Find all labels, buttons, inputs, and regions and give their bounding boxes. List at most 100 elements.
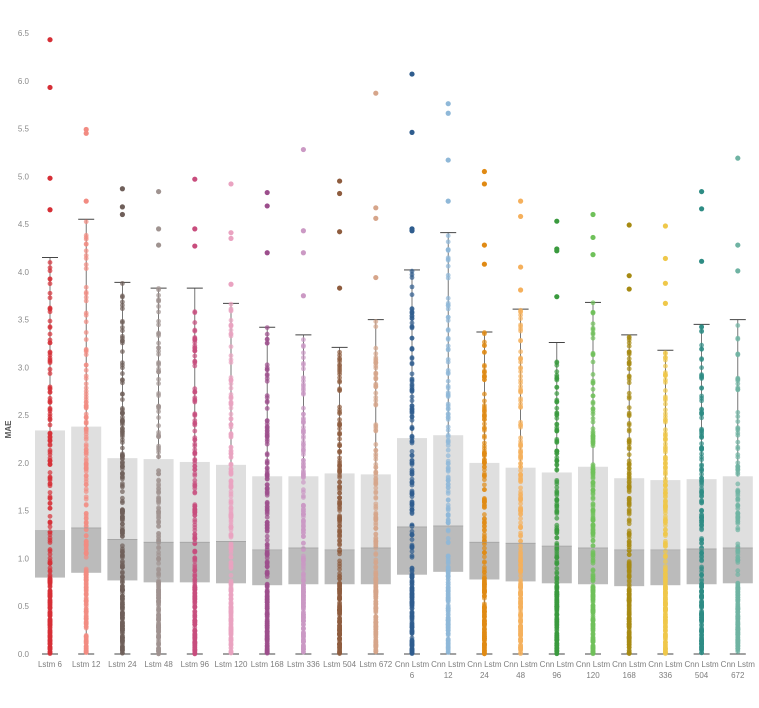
data-point <box>264 465 270 471</box>
data-point <box>47 281 53 287</box>
data-point <box>409 637 415 643</box>
data-point <box>445 574 451 579</box>
data-point <box>47 481 53 487</box>
data-point <box>409 371 415 377</box>
data-point <box>47 349 53 355</box>
data-point <box>228 433 234 439</box>
data-point <box>554 649 560 655</box>
data-point <box>735 336 741 342</box>
data-point <box>156 331 162 337</box>
box-group <box>35 37 65 657</box>
data-point <box>518 506 523 512</box>
data-point <box>663 494 668 500</box>
outlier-point <box>83 198 89 204</box>
data-point <box>337 549 342 554</box>
data-points <box>518 307 523 657</box>
data-point <box>699 644 704 650</box>
data-point <box>590 462 596 468</box>
data-point <box>83 373 89 379</box>
data-point <box>228 327 234 333</box>
data-point <box>735 439 741 445</box>
outlier-point <box>264 250 270 256</box>
data-point <box>554 505 560 511</box>
data-points <box>156 286 162 657</box>
data-point <box>337 352 342 358</box>
data-point <box>192 309 198 315</box>
data-point <box>192 549 198 555</box>
data-point <box>445 558 451 564</box>
data-point <box>373 390 379 396</box>
data-point <box>626 395 632 401</box>
data-point <box>264 589 270 595</box>
data-point <box>626 410 632 416</box>
data-point <box>626 625 632 630</box>
data-point <box>482 520 487 526</box>
data-point <box>301 562 306 568</box>
data-point <box>192 435 198 441</box>
x-category-label: Cnn Lstm 6 <box>395 660 430 680</box>
data-point <box>120 302 125 308</box>
data-point <box>482 627 487 633</box>
data-point <box>192 363 198 369</box>
data-point <box>192 555 198 561</box>
data-point <box>518 472 523 477</box>
data-point <box>228 534 234 540</box>
data-point <box>156 509 162 514</box>
data-point <box>518 568 523 574</box>
data-point <box>518 523 523 529</box>
data-point <box>590 471 596 477</box>
data-point <box>47 470 53 475</box>
data-point <box>482 398 487 404</box>
data-point <box>663 585 668 591</box>
y-tick-label: 4.5 <box>18 220 30 229</box>
data-point <box>626 462 632 468</box>
box-group <box>179 176 210 657</box>
data-point <box>337 576 342 582</box>
data-point <box>264 488 270 494</box>
data-point <box>626 574 632 580</box>
data-point <box>156 589 162 595</box>
data-point <box>590 380 596 386</box>
data-point <box>47 331 53 337</box>
data-point <box>554 535 560 540</box>
data-point <box>735 444 741 450</box>
data-point <box>409 313 415 319</box>
data-point <box>228 592 234 598</box>
data-point <box>699 550 704 556</box>
data-point <box>699 650 704 656</box>
data-point <box>301 606 306 612</box>
data-point <box>264 563 270 569</box>
data-point <box>264 336 270 342</box>
data-point <box>192 625 198 630</box>
data-point <box>373 531 379 537</box>
data-point <box>228 497 234 503</box>
outlier-point <box>699 258 705 264</box>
y-tick-label: 2.5 <box>18 411 30 420</box>
data-point <box>409 594 415 600</box>
outlier-point <box>156 242 162 248</box>
data-point <box>626 475 632 481</box>
data-point <box>626 565 632 571</box>
data-point <box>590 514 596 520</box>
x-category-label: Cnn Lstm 12 <box>431 660 466 680</box>
box-group <box>324 178 355 656</box>
y-tick-label: 4.0 <box>18 268 30 277</box>
data-point <box>663 444 668 450</box>
data-point <box>518 623 523 629</box>
data-point <box>482 588 487 594</box>
data-point <box>192 412 198 418</box>
data-point <box>482 651 487 657</box>
data-point <box>663 401 668 407</box>
data-point <box>735 432 741 438</box>
outlier-point <box>337 229 343 235</box>
data-point <box>626 597 632 603</box>
outlier-point <box>735 268 741 274</box>
data-point <box>735 481 741 487</box>
data-point <box>590 443 596 449</box>
data-point <box>626 582 632 588</box>
data-point <box>409 426 415 432</box>
x-category-label-line: Lstm 504 <box>323 660 356 669</box>
data-point <box>663 628 668 634</box>
y-axis-title: MAE <box>4 420 13 438</box>
data-point <box>699 617 704 623</box>
